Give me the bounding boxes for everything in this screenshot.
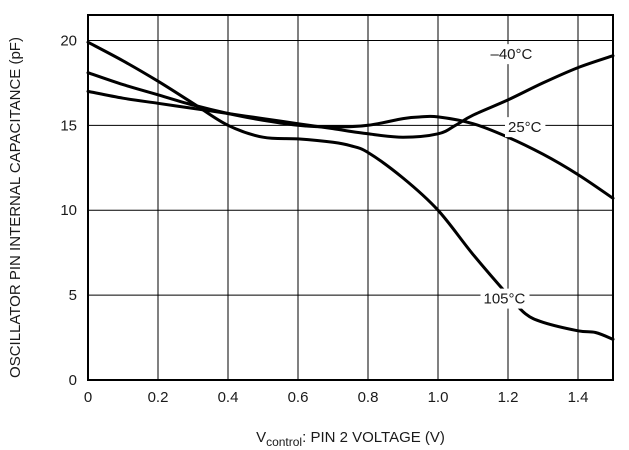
curve-annotation: 25°C: [508, 119, 542, 136]
annotation-background: [487, 44, 537, 65]
y-tick-labels: 0 5 10 15 20: [60, 32, 77, 389]
x-tick-label: 0.8: [358, 389, 379, 406]
annotation-background: [505, 117, 546, 138]
x-axis-label-main: V: [256, 429, 266, 446]
y-tick-label: 15: [60, 117, 77, 134]
x-tick-label: 0.2: [148, 389, 169, 406]
x-tick-label: 0: [84, 389, 92, 406]
x-tick-label: 1.4: [568, 389, 589, 406]
y-tick-label: 0: [69, 372, 77, 389]
x-tick-label: 1.2: [498, 389, 519, 406]
y-tick-label: 20: [60, 32, 77, 49]
x-axis-label: Vcontrol: PIN 2 VOLTAGE (V): [256, 429, 445, 449]
x-tick-labels: 0 0.2 0.4 0.6 0.8 1.0 1.2 1.4: [84, 389, 589, 406]
curves: [86, 40, 615, 341]
series-line-25c: [86, 71, 615, 200]
x-axis-label-subscript: control: [266, 435, 302, 449]
x-tick-label: 0.6: [288, 389, 309, 406]
y-tick-label: 5: [69, 287, 77, 304]
y-axis-label: OSCILLATOR PIN INTERNAL CAPACITANCE (pF): [7, 37, 24, 378]
series-line-40c: [86, 54, 615, 139]
curve-annotations: –40°C 25°C 105°C: [480, 44, 546, 309]
series-line-105c: [86, 40, 615, 341]
y-tick-label: 10: [60, 202, 77, 219]
x-axis-label-rest: : PIN 2 VOLTAGE (V): [302, 429, 445, 446]
x-tick-label: 1.0: [428, 389, 449, 406]
plot-frame: [87, 14, 614, 381]
annotation-background: [480, 288, 530, 309]
grid-lines: [88, 15, 613, 380]
curve-annotation: 105°C: [484, 291, 526, 308]
curve-annotation: –40°C: [491, 46, 533, 63]
x-tick-label: 0.4: [218, 389, 239, 406]
